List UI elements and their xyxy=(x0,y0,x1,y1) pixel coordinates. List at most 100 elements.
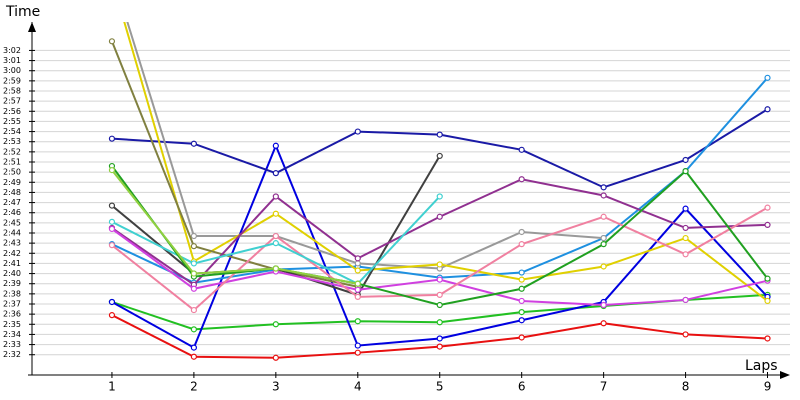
point xyxy=(436,193,443,200)
point xyxy=(272,240,279,247)
y-tick-label: 2:59 xyxy=(3,76,21,85)
point xyxy=(764,74,771,81)
point xyxy=(190,270,197,277)
point xyxy=(272,265,279,272)
point xyxy=(272,170,279,177)
point xyxy=(108,38,116,45)
point xyxy=(436,335,443,342)
point xyxy=(354,342,361,349)
y-tick-label: 2:40 xyxy=(3,269,21,278)
point xyxy=(518,146,525,153)
x-tick-label: 3 xyxy=(272,380,280,394)
point xyxy=(108,242,116,249)
point xyxy=(518,285,525,292)
point xyxy=(190,140,197,147)
point xyxy=(354,293,361,300)
point xyxy=(518,241,525,248)
point xyxy=(518,269,525,276)
x-tick-label: 9 xyxy=(764,380,772,394)
point xyxy=(600,192,607,199)
point xyxy=(764,297,771,305)
point xyxy=(600,234,607,242)
point xyxy=(354,260,361,267)
point xyxy=(272,321,279,328)
point xyxy=(682,156,689,164)
y-tick-label: 2:32 xyxy=(3,350,21,359)
point xyxy=(108,298,116,306)
point xyxy=(764,204,771,211)
x-axis-label: Laps xyxy=(745,358,778,374)
point xyxy=(436,343,443,350)
y-tick-label: 2:55 xyxy=(3,117,21,126)
point xyxy=(436,291,443,298)
point xyxy=(518,317,525,324)
point xyxy=(682,224,689,232)
point xyxy=(436,276,443,283)
x-tick-label: 6 xyxy=(518,380,526,394)
point xyxy=(436,213,443,220)
y-tick-label: 2:57 xyxy=(3,97,21,106)
series-group xyxy=(108,22,771,361)
point xyxy=(354,318,361,325)
y-tick-label: 2:47 xyxy=(3,198,21,207)
point xyxy=(600,241,607,248)
point xyxy=(764,275,771,282)
point xyxy=(108,312,116,319)
y-tick-label: 2:41 xyxy=(3,259,21,268)
point xyxy=(764,221,771,228)
y-tick-label: 2:49 xyxy=(3,178,21,187)
point xyxy=(436,301,443,309)
x-tick-label: 1 xyxy=(108,380,116,394)
point xyxy=(108,218,116,225)
y-tick-label: 2:48 xyxy=(3,188,21,197)
y-tick-label: 2:38 xyxy=(3,289,21,298)
y-tick-label: 2:46 xyxy=(3,208,21,217)
series-line xyxy=(111,169,358,285)
point xyxy=(764,335,771,342)
point xyxy=(518,176,525,183)
y-tick-label: 3:01 xyxy=(3,56,21,65)
y-tick-label: 2:34 xyxy=(3,330,21,339)
point xyxy=(682,331,689,338)
y-tick-label: 2:52 xyxy=(3,147,21,156)
point xyxy=(436,319,443,326)
point xyxy=(682,296,689,304)
point xyxy=(518,334,525,341)
point xyxy=(354,255,361,262)
point xyxy=(600,301,607,309)
x-tick-label: 2 xyxy=(190,380,198,394)
point xyxy=(600,263,607,270)
y-tick-label: 2:50 xyxy=(3,168,21,177)
point xyxy=(354,349,361,356)
x-tick-label: 4 xyxy=(354,380,362,394)
point xyxy=(436,131,443,138)
x-tick-label: 5 xyxy=(436,380,444,394)
point xyxy=(518,309,525,316)
y-tick-label: 3:00 xyxy=(3,66,21,75)
y-axis-label: Time xyxy=(5,4,40,20)
y-tick-label: 2:44 xyxy=(3,229,21,238)
point xyxy=(190,232,197,240)
point xyxy=(354,286,361,293)
y-tick-label: 2:36 xyxy=(3,310,21,319)
point xyxy=(518,297,525,305)
y-arrow xyxy=(28,22,36,32)
point xyxy=(600,184,607,191)
x-arrow xyxy=(780,371,790,379)
y-tick-label: 2:45 xyxy=(3,218,21,227)
x-tick-label: 8 xyxy=(682,380,690,394)
point xyxy=(190,243,197,250)
point xyxy=(354,280,361,287)
point xyxy=(190,344,197,351)
point xyxy=(682,251,689,258)
y-tick-label: 2:54 xyxy=(3,127,21,136)
point xyxy=(764,106,771,113)
y-tick-label: 2:58 xyxy=(3,87,21,96)
point xyxy=(108,202,116,209)
x-tick-label: 7 xyxy=(600,380,608,394)
point xyxy=(272,210,279,217)
point xyxy=(272,354,279,361)
point xyxy=(272,193,279,200)
